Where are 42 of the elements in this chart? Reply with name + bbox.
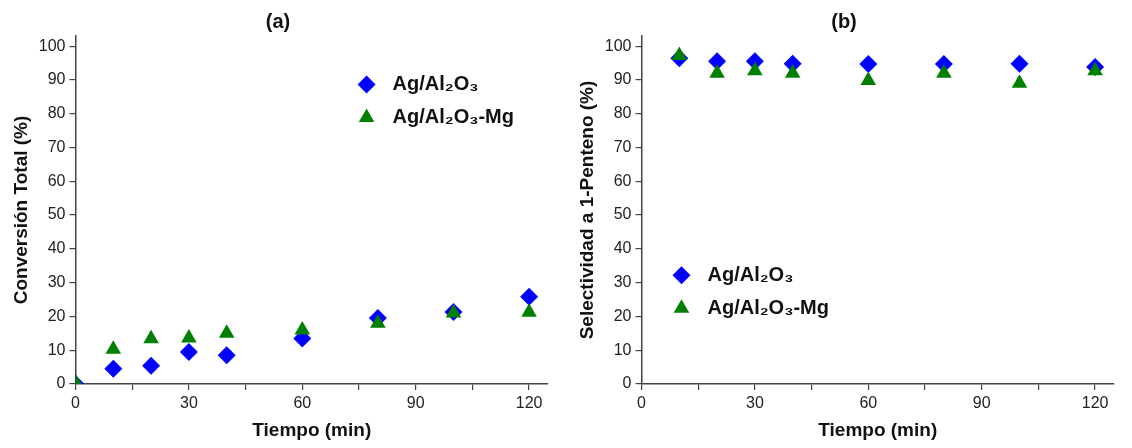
y-axis-title: Selectividad a 1-Penteno (%) — [575, 80, 597, 340]
y-tick-label: 70 — [613, 137, 632, 155]
y-tick-label: 90 — [613, 70, 632, 88]
legend-label: Ag/Al₂O₃-Mg — [707, 295, 829, 318]
legend-label: Ag/Al₂O₃ — [707, 262, 794, 285]
x-tick-label: 90 — [406, 394, 425, 412]
y-tick-label: 30 — [613, 273, 632, 291]
x-tick-label: 60 — [293, 394, 312, 412]
y-tick-label: 20 — [613, 306, 632, 324]
x-tick-label: 30 — [180, 394, 198, 412]
y-tick-label: 0 — [56, 374, 66, 392]
y-tick-label: 70 — [47, 137, 66, 155]
y-tick-label: 0 — [622, 374, 632, 392]
x-axis-title: Tiempo (min) — [252, 418, 372, 440]
y-tick-label: 10 — [613, 340, 632, 358]
x-tick-label: 0 — [637, 394, 647, 412]
y-tick-label: 100 — [604, 36, 632, 54]
y-tick-label: 80 — [613, 104, 632, 122]
y-axis-title: Conversión Total (%) — [9, 115, 31, 305]
legend-label: Ag/Al₂O₃ — [392, 72, 479, 95]
x-tick-label: 120 — [1081, 394, 1109, 412]
chart-title: (b) — [831, 9, 857, 32]
x-tick-label: 0 — [71, 394, 81, 412]
y-tick-label: 60 — [613, 171, 632, 189]
y-tick-label: 10 — [47, 340, 66, 358]
chart-title: (a) — [265, 9, 291, 32]
y-tick-label: 20 — [47, 306, 66, 324]
y-tick-label: 40 — [613, 239, 632, 257]
y-tick-label: 100 — [38, 36, 66, 54]
y-tick-label: 50 — [613, 205, 632, 223]
y-tick-label: 90 — [47, 70, 66, 88]
y-tick-label: 40 — [47, 239, 66, 257]
y-tick-label: 80 — [47, 104, 66, 122]
x-axis-title: Tiempo (min) — [818, 418, 938, 440]
y-tick-label: 30 — [47, 273, 66, 291]
y-tick-label: 60 — [47, 171, 66, 189]
x-tick-label: 90 — [972, 394, 991, 412]
x-tick-label: 30 — [746, 394, 764, 412]
legend-label: Ag/Al₂O₃-Mg — [392, 105, 515, 128]
x-tick-label: 120 — [515, 394, 543, 412]
y-tick-label: 50 — [47, 205, 66, 223]
x-tick-label: 60 — [859, 394, 878, 412]
